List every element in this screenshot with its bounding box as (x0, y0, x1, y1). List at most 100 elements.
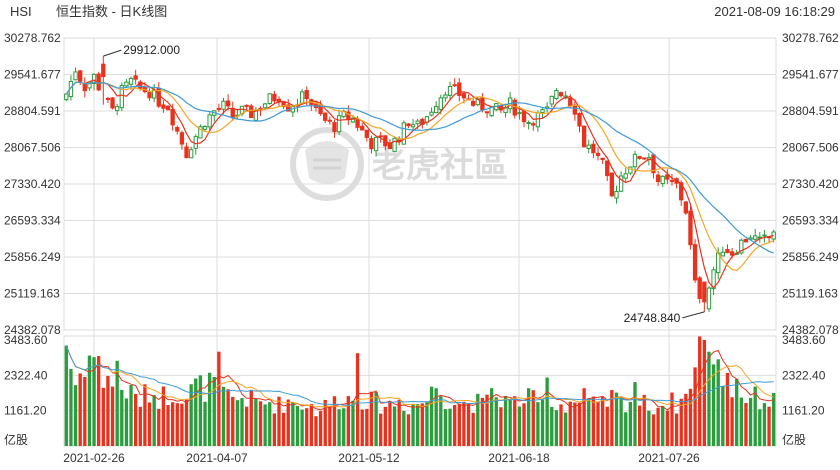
candle-body (568, 97, 573, 107)
volume-bar (138, 406, 142, 446)
candle-body (184, 146, 189, 159)
volume-bar (351, 400, 355, 446)
candle-body (179, 132, 185, 145)
volume-bar (748, 397, 753, 446)
chart-annotations: 29912.000 24748.840 (103, 43, 705, 325)
volume-bar (161, 386, 166, 446)
candle-body (665, 174, 670, 180)
volume-bar (466, 403, 471, 446)
volume-bar (739, 397, 743, 446)
volume-bar (587, 398, 591, 446)
price-tick-label-right: 28067.506 (782, 141, 839, 155)
candle-body (332, 122, 337, 132)
candle-body (336, 115, 342, 133)
candle-body (161, 104, 166, 109)
candle-body (115, 106, 120, 112)
volume-tick-label-right: 3483.60 (782, 333, 826, 347)
candle-body (429, 111, 434, 116)
volume-bar (443, 409, 448, 446)
date-tick-label: 2021-02-26 (63, 451, 125, 465)
volume-bar (573, 402, 577, 446)
candle-body (623, 173, 628, 179)
candle-body (193, 136, 198, 149)
volume-bar (554, 410, 559, 446)
candle-body (327, 119, 333, 122)
volume-bar (730, 397, 734, 446)
candle-body (725, 249, 730, 254)
candle-body (225, 100, 231, 107)
candle-body (323, 112, 328, 121)
volume-bar (106, 376, 110, 446)
volume-bar (392, 406, 397, 446)
volume-bar (439, 396, 443, 446)
volume-bar (258, 401, 263, 446)
candle-body (697, 277, 702, 300)
volume-bar (772, 392, 776, 446)
candle-body (124, 81, 129, 87)
volume-bar (716, 359, 720, 446)
volume-bar (120, 389, 124, 446)
candle-body (600, 157, 605, 161)
volume-bar (379, 413, 383, 446)
price-tick-label-right: 30278.762 (782, 31, 839, 45)
volume-tick-label-left: 1161.20 (4, 404, 47, 418)
volume-tick-label-right: 2322.40 (782, 368, 826, 382)
price-tick-label-left: 28067.506 (4, 141, 61, 155)
price-tick-label-left: 24382.078 (4, 323, 61, 337)
volume-bar (180, 403, 184, 446)
low-annotation: 24748.840 (624, 311, 681, 325)
volume-bar (272, 413, 277, 446)
price-tick-label-right: 26593.334 (782, 214, 839, 228)
volume-bar (605, 406, 609, 446)
volume-bar (411, 404, 415, 446)
candle-body (91, 73, 97, 85)
candle-body (743, 238, 749, 243)
candle-body (609, 172, 615, 197)
volume-bar (314, 416, 318, 446)
candle-body (78, 70, 83, 82)
candle-body (554, 90, 559, 99)
candle-body (350, 117, 356, 123)
volume-ma10-line (65, 345, 774, 408)
volume-bar (129, 385, 133, 446)
volume-bar (263, 404, 267, 446)
volume-bar (92, 357, 96, 446)
volume-bar (240, 398, 244, 446)
candle-body (618, 175, 624, 192)
volume-bar (753, 386, 757, 446)
volume-bar (295, 405, 300, 446)
volume-bar (476, 393, 480, 446)
candle-body (706, 287, 712, 310)
timestamp-label: 2021-08-09 16:18:29 (714, 4, 835, 19)
candle-body (480, 97, 485, 111)
volume-bar (610, 390, 614, 446)
candle-body (267, 93, 272, 105)
volume-bar (342, 408, 346, 446)
candle-body (517, 112, 522, 115)
volume-bar (281, 412, 286, 446)
candle-body (720, 251, 725, 257)
volume-bar (226, 389, 230, 446)
candle-body (447, 85, 453, 96)
price-ma10-line (65, 81, 774, 272)
candle-body (688, 210, 693, 246)
volume-bar (97, 356, 101, 446)
candle-body (642, 157, 647, 160)
candle-body (692, 244, 698, 281)
volume-bar (651, 414, 656, 446)
volume-bar (679, 398, 683, 446)
price-tick-label-left: 25119.163 (4, 287, 60, 301)
candle-body (711, 269, 716, 290)
candle-body (373, 136, 379, 152)
volume-bar (69, 368, 73, 446)
price-tick-label-right: 24382.078 (782, 323, 839, 337)
candle-body (244, 104, 249, 107)
candle-body (591, 143, 596, 154)
volume-bar (596, 401, 600, 446)
price-ma5-line (65, 79, 774, 289)
candle-body (605, 160, 610, 177)
price-tick-label-right: 29541.677 (782, 68, 839, 82)
candle-body (484, 111, 490, 114)
volume-bar (115, 360, 119, 446)
volume-tick-label-left: 2322.40 (4, 368, 48, 382)
